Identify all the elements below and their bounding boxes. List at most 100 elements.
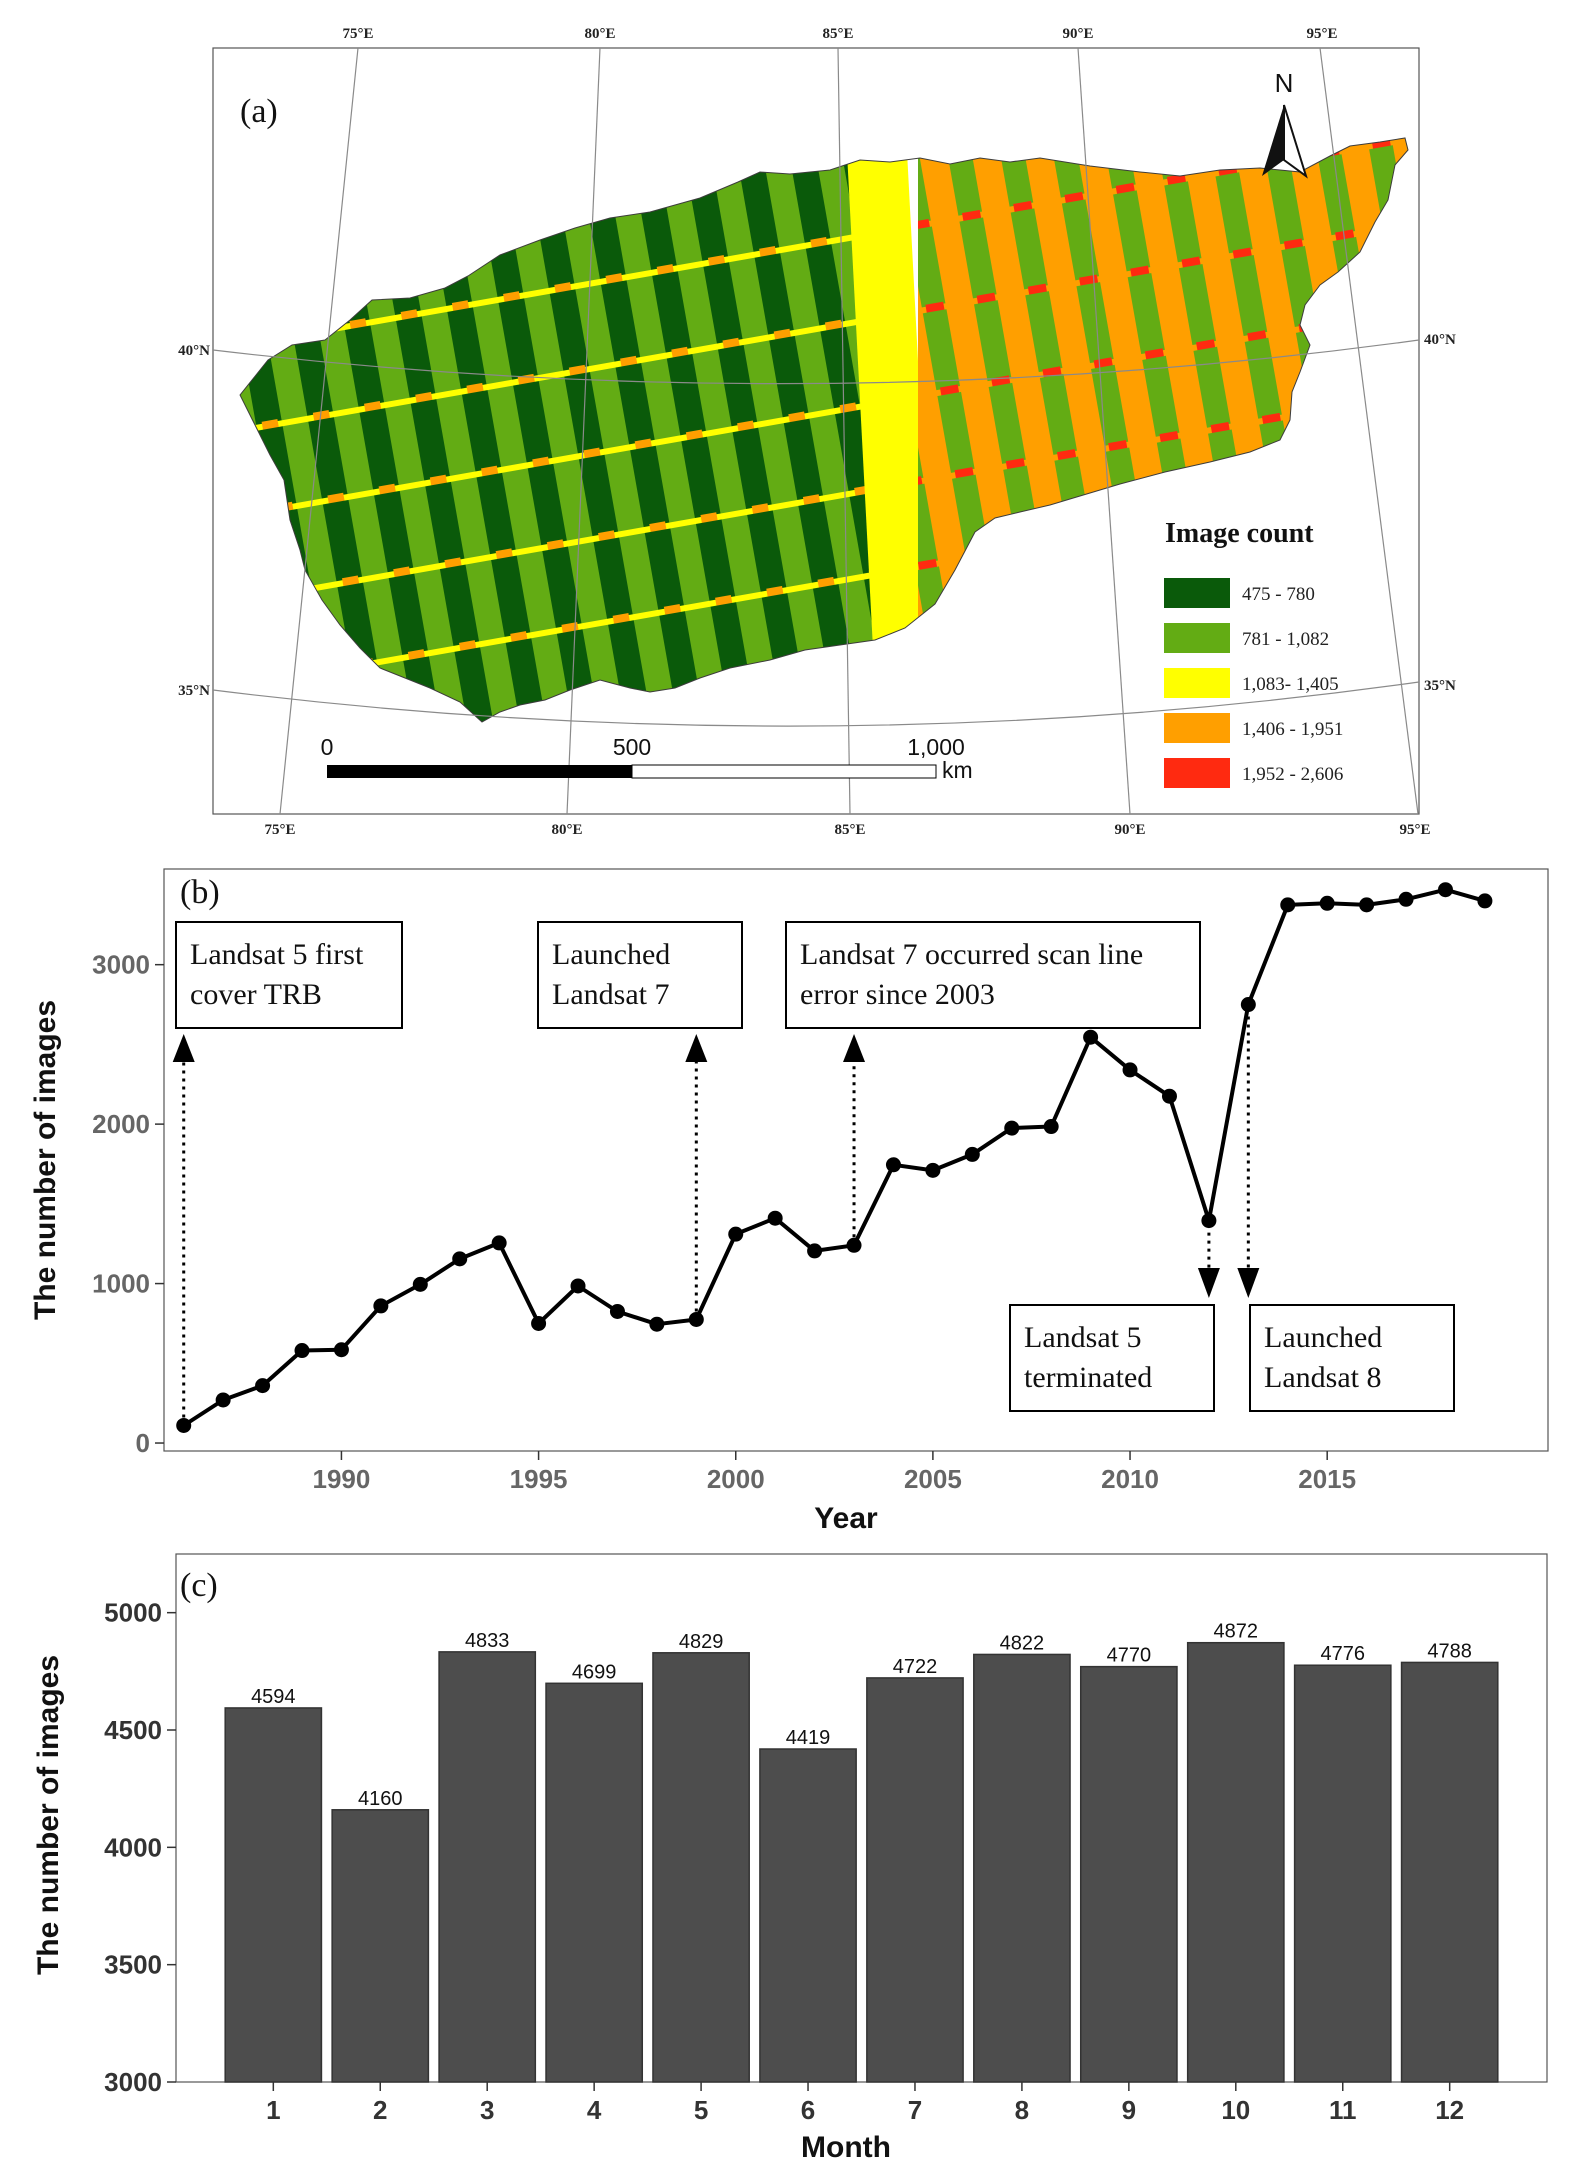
annotation-box	[1249, 1304, 1455, 1412]
data-point	[1201, 1213, 1217, 1229]
data-point	[767, 1210, 783, 1226]
bar-value-label: 4419	[786, 1727, 831, 1749]
x-tick-label: 1	[266, 2095, 280, 2125]
x-tick-label: 8	[1015, 2095, 1029, 2125]
data-point	[688, 1311, 704, 1327]
north-arrow-right-half	[1283, 104, 1308, 179]
bar-chart-xlabel: Month	[801, 2131, 891, 2164]
legend-item-label: 1,083- 1,405	[1242, 674, 1339, 695]
data-point	[1477, 893, 1493, 909]
annotation-arrowhead	[1197, 1268, 1220, 1298]
top-lon-label: 85°E	[822, 26, 853, 42]
bar-value-label: 4160	[358, 1788, 403, 1810]
annotation-arrowhead	[843, 1034, 866, 1062]
bar	[1400, 1661, 1499, 2083]
line-chart-ylabel: The number of images	[29, 1000, 62, 1320]
annotation-box	[1009, 1304, 1215, 1412]
data-point	[728, 1226, 744, 1242]
data-point	[1280, 897, 1296, 913]
bottom-lon-label: 80°E	[551, 822, 582, 838]
y-tick-label: 0	[136, 1428, 150, 1458]
data-point	[452, 1251, 468, 1267]
bar-value-label: 4770	[1107, 1645, 1152, 1667]
data-point	[925, 1162, 941, 1178]
bar-value-label: 4833	[465, 1630, 510, 1652]
data-point	[1043, 1119, 1059, 1135]
north-arrow-left-half	[1262, 105, 1284, 176]
x-tick-label: 2	[373, 2095, 387, 2125]
bar	[1293, 1664, 1392, 2083]
data-point	[373, 1298, 389, 1314]
y-tick-label: 3000	[92, 950, 150, 980]
x-tick-label: 12	[1435, 2095, 1464, 2125]
map-panel: 75°E 80°E 85°E 90°E 95°E 75°E 80°E 85°E …	[178, 26, 1456, 838]
legend-swatch-3	[1164, 668, 1230, 698]
annotation-text: Landsat 7 occurred scan line	[800, 938, 1143, 971]
annotation-text: Landsat 5	[1024, 1321, 1141, 1354]
annotation-text: error since 2003	[800, 978, 995, 1011]
top-lon-label: 75°E	[342, 26, 373, 42]
x-tick-label: 11	[1329, 2095, 1357, 2125]
data-point	[333, 1342, 349, 1358]
data-point	[412, 1276, 428, 1292]
x-tick-label: 1995	[510, 1464, 568, 1494]
x-tick-label: 2010	[1101, 1464, 1159, 1494]
data-point	[1240, 997, 1256, 1013]
y-tick-label: 3500	[104, 1950, 162, 1980]
basin-outline	[239, 137, 1409, 723]
x-tick-label: 7	[908, 2095, 922, 2125]
bar	[438, 1651, 537, 2083]
left-lat-label: 40°N	[178, 343, 210, 359]
x-tick-label: 2015	[1298, 1464, 1356, 1494]
annotation-text: Launched	[552, 938, 670, 971]
annotation-text: cover TRB	[190, 978, 322, 1011]
bar	[331, 1809, 430, 2083]
data-point	[1437, 882, 1453, 898]
annotation-arrowhead	[172, 1034, 195, 1062]
bar	[759, 1748, 857, 2083]
data-point	[609, 1303, 625, 1319]
top-lon-label: 80°E	[584, 26, 615, 42]
left-lat-label: 35°N	[178, 683, 210, 699]
x-tick-label: 9	[1122, 2095, 1136, 2125]
y-tick-label: 3000	[104, 2067, 162, 2097]
x-tick-label: 10	[1221, 2095, 1250, 2125]
data-point	[1359, 897, 1375, 913]
data-point	[885, 1157, 901, 1173]
annotation-arrowhead	[1237, 1268, 1260, 1298]
bar-value-label: 4872	[1214, 1621, 1259, 1643]
data-point	[1161, 1088, 1177, 1104]
data-point	[255, 1378, 271, 1394]
meridian-85	[837, 48, 851, 814]
bar-value-label: 4594	[251, 1686, 296, 1708]
x-tick-label: 4	[587, 2095, 602, 2125]
x-tick-label: 3	[480, 2095, 494, 2125]
bar	[866, 1677, 964, 2083]
panel-c-label: (c)	[180, 1567, 218, 1604]
top-lon-label: 90°E	[1062, 26, 1093, 42]
meridian-80	[566, 48, 601, 814]
legend-item-label: 475 - 780	[1242, 584, 1315, 605]
legend-item-label: 781 - 1,082	[1242, 629, 1329, 650]
annotation-text: Landsat 5 first	[190, 938, 364, 971]
x-tick-label: 5	[694, 2095, 708, 2125]
y-tick-label: 4500	[104, 1715, 162, 1745]
annotation-text: terminated	[1024, 1361, 1152, 1394]
raster-overlap-strip	[845, 138, 938, 722]
bar-value-label: 4788	[1427, 1640, 1472, 1662]
legend-item-label: 1,406 - 1,951	[1242, 719, 1343, 740]
data-point	[1083, 1029, 1099, 1045]
y-tick-label: 2000	[92, 1109, 150, 1139]
x-tick-label: 2005	[904, 1464, 962, 1494]
panel-a-label: (a)	[240, 93, 278, 130]
parallel-40	[213, 339, 1419, 385]
bar	[1079, 1665, 1178, 2083]
data-point	[1398, 891, 1414, 907]
panel-b-label: (b)	[180, 874, 220, 911]
bar	[224, 1707, 323, 2083]
data-point	[649, 1316, 665, 1332]
bar-chart-ylabel: The number of images	[32, 1655, 65, 1975]
bar	[545, 1682, 644, 2083]
annotation-box	[537, 921, 743, 1029]
data-point	[964, 1146, 980, 1162]
